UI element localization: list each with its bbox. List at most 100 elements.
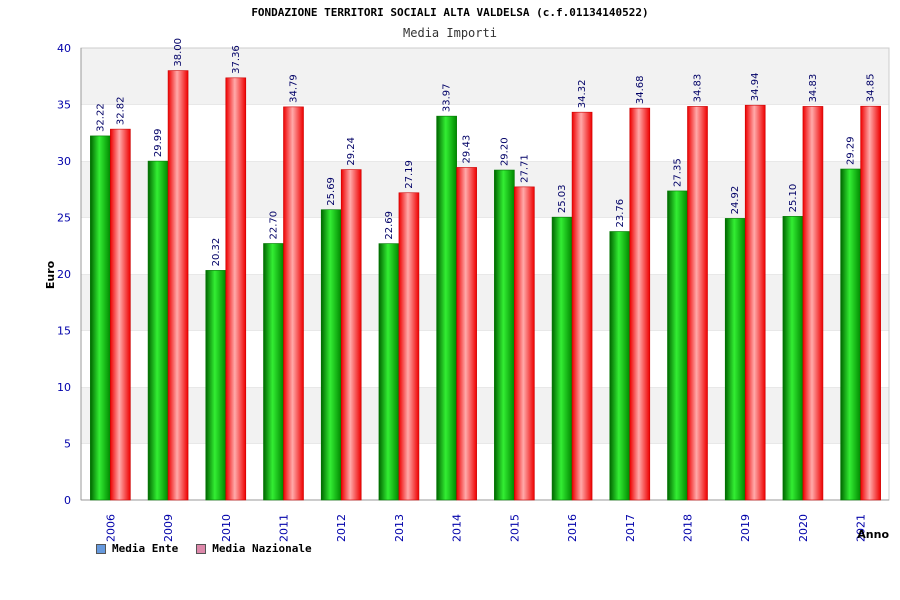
bar-nazionale [398, 192, 420, 501]
data-label: 23.76 [615, 199, 626, 228]
legend-label-nazionale: Media Nazionale [212, 542, 312, 555]
legend-label-ente: Media Ente [112, 542, 179, 555]
y-tick-label: 25 [57, 212, 71, 225]
data-label: 34.85 [866, 74, 877, 103]
x-tick-label: 2019 [739, 514, 752, 542]
data-label: 25.69 [326, 177, 337, 206]
data-label: 34.83 [808, 74, 819, 103]
bar-ente [724, 218, 746, 501]
bar-nazionale [629, 107, 651, 501]
bar-ente [320, 209, 342, 501]
bar-nazionale [456, 167, 477, 501]
data-label: 24.92 [730, 186, 741, 215]
bar-nazionale [744, 104, 766, 501]
data-label: 34.94 [750, 73, 761, 102]
bar-nazionale [225, 77, 247, 501]
data-label: 34.32 [577, 80, 588, 109]
x-tick-label: 2011 [278, 514, 291, 542]
y-tick-label: 20 [57, 268, 71, 281]
y-tick-label: 30 [57, 155, 71, 168]
y-axis-label: Euro [44, 260, 57, 289]
bar-nazionale [167, 70, 189, 501]
data-label: 29.99 [153, 128, 164, 157]
x-tick-label: 2009 [162, 514, 175, 542]
data-label: 29.20 [499, 137, 510, 166]
data-label: 25.03 [557, 185, 568, 214]
bar-nazionale [340, 169, 362, 501]
data-label: 34.68 [635, 75, 646, 104]
bar-ente [840, 168, 861, 501]
x-tick-label: 2014 [451, 514, 464, 542]
data-label: 37.36 [231, 45, 242, 74]
grid-band [81, 217, 889, 274]
bar-ente [494, 169, 515, 501]
legend-item-nazionale: Media Nazionale [196, 542, 312, 555]
x-tick-label: 2013 [393, 514, 406, 542]
grid-band [81, 330, 889, 387]
x-tick-label: 2010 [220, 514, 233, 542]
grid-band [81, 161, 889, 218]
legend-item-ente: Media Ente [96, 542, 178, 555]
data-label: 29.29 [846, 136, 857, 165]
x-axis-label: Anno [857, 528, 889, 541]
bar-ente [378, 243, 400, 501]
x-tick-label: 2020 [797, 514, 810, 542]
data-label: 22.69 [384, 211, 395, 240]
x-tick-label: 2006 [104, 514, 117, 542]
x-tick-label: 2017 [624, 514, 637, 542]
y-tick-label: 10 [57, 381, 71, 394]
x-tick-label: 2021 [855, 514, 868, 542]
bar-ente [90, 135, 111, 501]
bar-nazionale [687, 106, 708, 501]
x-tick-label: 2015 [508, 514, 521, 542]
data-label: 34.79 [289, 74, 300, 103]
data-label: 33.97 [442, 83, 453, 112]
x-tick-label: 2012 [335, 514, 348, 542]
chart-title: FONDAZIONE TERRITORI SOCIALI ALTA VALDEL… [251, 6, 649, 19]
grid-band [81, 443, 889, 500]
data-label: 32.82 [115, 96, 126, 125]
y-tick-label: 35 [57, 99, 71, 112]
bar-ente [782, 216, 804, 501]
bar-ente [551, 216, 573, 501]
legend-swatch-ente [96, 543, 106, 554]
legend: Media Ente Media Nazionale [96, 542, 312, 555]
bar-nazionale [860, 105, 881, 501]
y-tick-label: 0 [64, 494, 71, 507]
data-label: 27.35 [673, 158, 684, 187]
legend-swatch-nazionale [196, 543, 207, 554]
y-tick-label: 5 [64, 438, 71, 451]
bar-ente [205, 270, 227, 501]
bar-nazionale [514, 186, 535, 501]
data-label: 29.43 [462, 135, 473, 164]
grid-band [81, 104, 889, 161]
bar-nazionale [571, 111, 593, 501]
data-label: 34.83 [693, 74, 704, 103]
data-label: 27.71 [519, 154, 530, 183]
data-label: 22.70 [269, 211, 280, 240]
bar-nazionale [110, 128, 131, 501]
bar-ente [147, 160, 169, 501]
y-tick-label: 40 [57, 42, 71, 55]
bar-ente [436, 115, 457, 501]
data-label: 27.19 [404, 160, 415, 189]
bar-ente [609, 231, 631, 501]
y-tick-label: 15 [57, 325, 71, 338]
data-label: 20.32 [211, 238, 222, 267]
data-label: 38.00 [173, 38, 184, 67]
bar-nazionale [802, 106, 824, 501]
data-label: 29.24 [346, 137, 357, 166]
data-label: 25.10 [788, 184, 799, 213]
x-tick-label: 2018 [682, 514, 695, 542]
bar-ente [263, 243, 284, 501]
grid-band [81, 387, 889, 444]
x-tick-label: 2016 [566, 514, 579, 542]
chart-subtitle: Media Importi [403, 26, 497, 40]
bar-nazionale [283, 106, 304, 501]
grid-band [81, 274, 889, 331]
data-label: 32.22 [95, 103, 106, 132]
bar-ente [667, 190, 688, 501]
grid-band [81, 48, 889, 105]
